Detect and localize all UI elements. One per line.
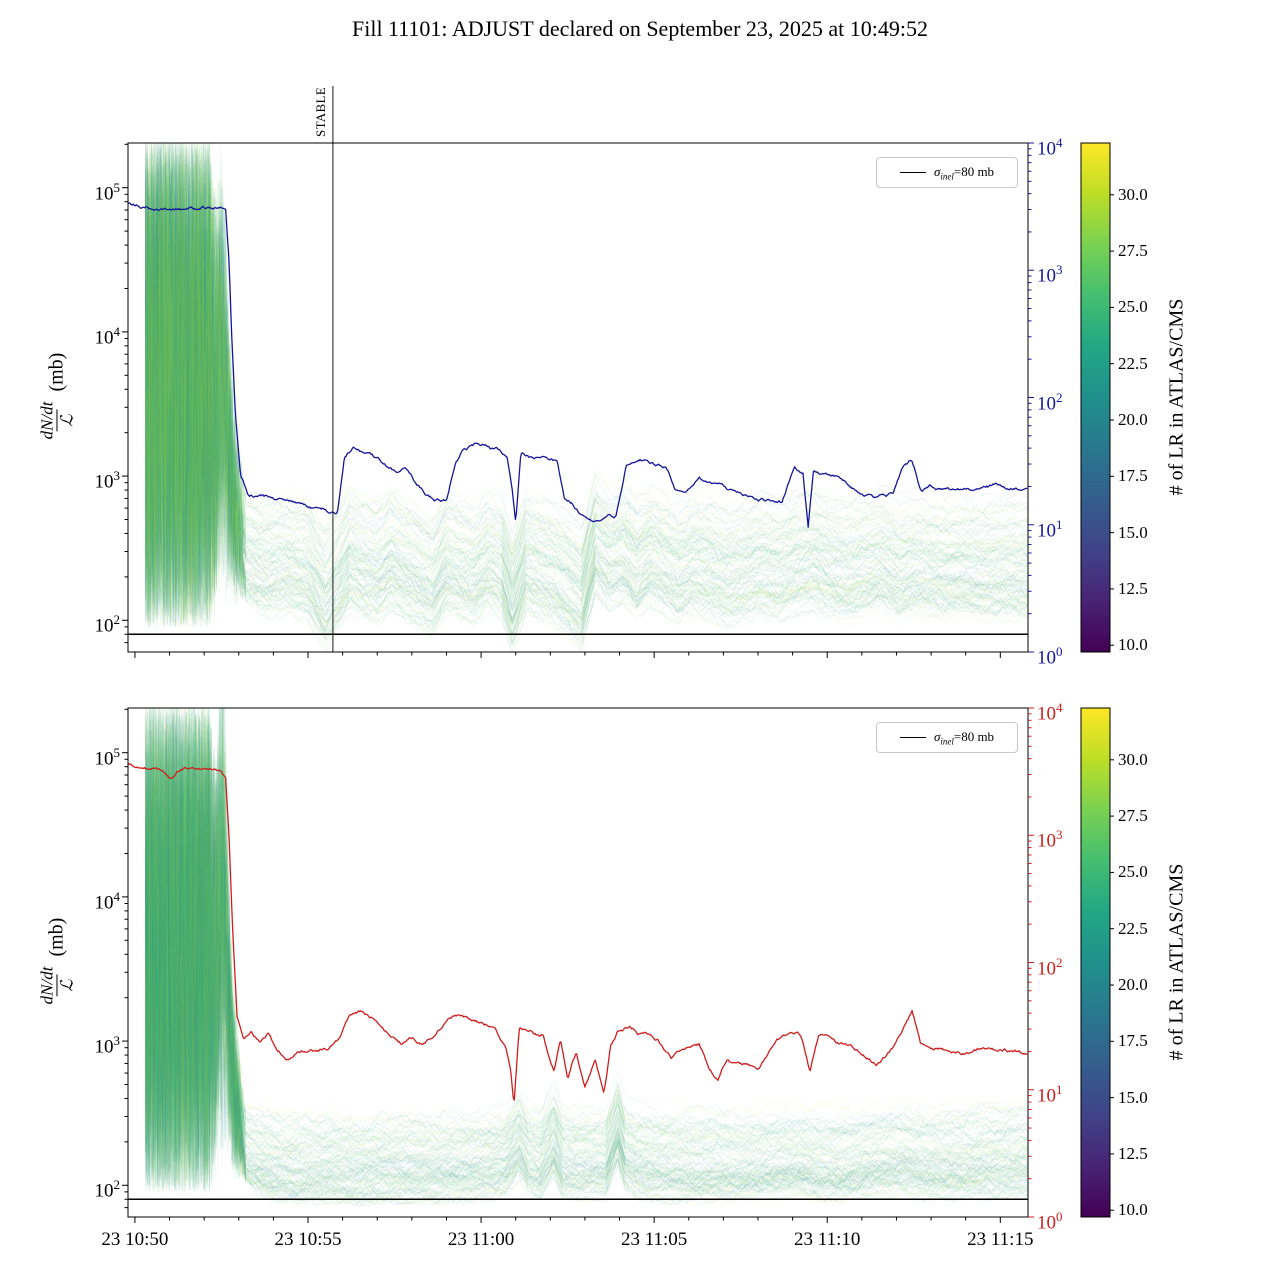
chart-canvas xyxy=(0,0,1280,1280)
figure: Fill 11101: ADJUST declared on September… xyxy=(0,0,1280,1280)
